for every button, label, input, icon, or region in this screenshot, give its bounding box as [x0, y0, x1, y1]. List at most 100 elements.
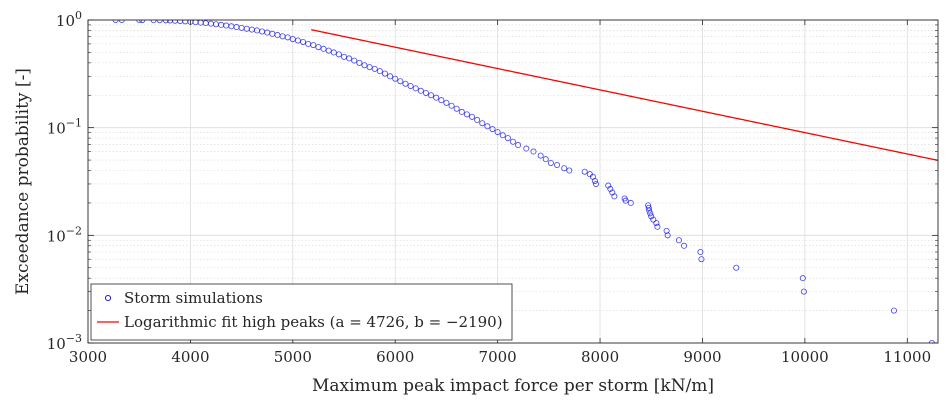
data-point [592, 180, 599, 187]
y-axis-title: Exceedance probability [-] [13, 68, 33, 295]
plot-frame [87, 19, 939, 344]
data-point [654, 223, 661, 230]
data-point [523, 145, 530, 152]
data-point [530, 148, 537, 155]
x-tick-label: 8000 [581, 348, 619, 366]
fit-line [311, 29, 938, 161]
y-tick-label: 10−3 [47, 332, 82, 353]
legend-label: Logarithmic fit high peaks (a = 4726, b … [124, 313, 503, 331]
data-point [698, 256, 705, 263]
y-tick-label: 100 [56, 9, 82, 30]
data-point [213, 21, 220, 28]
data-point [356, 59, 363, 66]
data-point [458, 108, 465, 115]
data-point [561, 165, 568, 172]
series-1 [311, 29, 938, 161]
data-point [509, 138, 516, 145]
data-point [648, 213, 655, 220]
axes: 3000 4000 5000 6000 7000 8000 9000 10000 11000 10… [13, 9, 939, 396]
data-point [207, 20, 214, 27]
x-tick-label: 4000 [171, 348, 209, 366]
data-point [376, 68, 383, 75]
data-point [605, 182, 612, 189]
data-point [387, 73, 394, 80]
data-point [504, 135, 511, 142]
data-point [547, 159, 554, 166]
data-point [681, 242, 688, 249]
data-point [172, 20, 179, 24]
data-point [428, 92, 435, 99]
data-point [647, 210, 654, 217]
data-point [182, 20, 189, 25]
data-point [663, 227, 670, 234]
data-point [381, 70, 388, 77]
data-point [366, 64, 373, 71]
data-point [310, 42, 317, 49]
data-point [463, 111, 470, 118]
data-point [412, 85, 419, 92]
data-point [223, 22, 230, 29]
data-point [650, 216, 657, 223]
data-point [269, 30, 276, 37]
data-point [542, 156, 549, 163]
data-point [697, 249, 704, 256]
x-tick-label: 3000 [69, 348, 107, 366]
y-tick-label: 10−2 [47, 224, 82, 245]
data-point [300, 38, 307, 45]
data-point [118, 20, 125, 23]
legend: Storm simulations Logarithmic fit high pe… [90, 283, 513, 341]
data-point [294, 37, 301, 44]
data-point [799, 275, 806, 282]
x-tick-label: 7000 [479, 348, 517, 366]
data-point [202, 20, 209, 27]
data-point [259, 28, 266, 35]
data-point [417, 87, 424, 94]
data-point [238, 24, 245, 31]
data-point [112, 20, 119, 23]
data-point [361, 62, 368, 69]
data-point [453, 105, 460, 112]
data-point [177, 20, 184, 24]
data-point [494, 129, 501, 136]
data-point [371, 65, 378, 72]
data-point [611, 193, 618, 200]
data-point [330, 49, 337, 56]
data-point [622, 197, 629, 204]
data-point [392, 75, 399, 82]
data-point [197, 20, 204, 26]
x-tick-label: 9000 [683, 348, 721, 366]
data-point [433, 94, 440, 101]
data-point [284, 34, 291, 41]
data-point [351, 57, 358, 64]
data-point [499, 132, 506, 139]
y-tick-label: 10−1 [47, 117, 82, 138]
x-tick-label: 10000 [781, 348, 829, 366]
x-axis-title: Maximum peak impact force per storm [kN/… [312, 376, 714, 396]
data-point [248, 26, 255, 33]
data-point [484, 123, 491, 130]
data-point [407, 82, 414, 89]
legend-box [90, 283, 513, 341]
data-point [627, 199, 634, 206]
data-point [479, 120, 486, 127]
data-point [279, 33, 286, 40]
data-point [315, 44, 322, 51]
data-point [233, 24, 240, 31]
data-point [438, 97, 445, 104]
x-tick-label: 11000 [883, 348, 931, 366]
data-point [443, 99, 450, 106]
data-point [474, 116, 481, 123]
data-point [645, 204, 652, 211]
data-point [335, 51, 342, 58]
data-point [664, 232, 671, 239]
x-tick-label: 5000 [274, 348, 312, 366]
data-point [397, 78, 404, 85]
data-point [675, 237, 682, 244]
data-point [325, 47, 332, 54]
data-point [537, 152, 544, 159]
legend-marker-icon [104, 294, 112, 302]
data-point [346, 55, 353, 62]
x-tick-label: 6000 [376, 348, 414, 366]
data-point [607, 185, 614, 192]
